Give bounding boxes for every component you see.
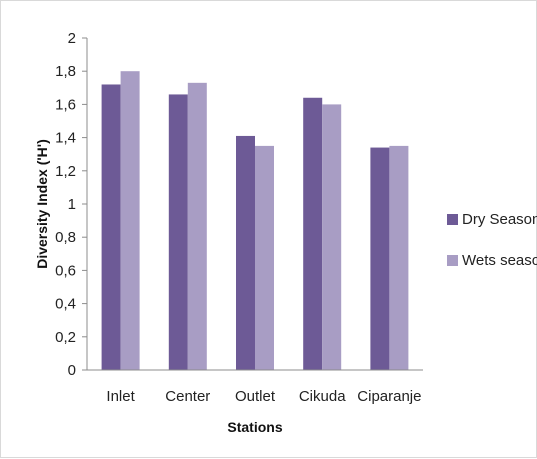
y-tick-label: 0,6 — [55, 262, 76, 279]
y-axis-title: Diversity Index ('H') — [34, 139, 50, 269]
x-tick-label: Outlet — [235, 388, 276, 405]
legend: Dry Season Wets season — [447, 211, 537, 269]
bar-wets-season — [255, 145, 274, 370]
x-axis-labels: Inlet Center Outlet Cikuda Ciparanje — [106, 388, 421, 405]
y-tick-label: 0,4 — [55, 296, 76, 313]
bar-wets-season — [187, 82, 207, 370]
y-tick-label: 1,4 — [55, 130, 76, 147]
bar-dry-season — [168, 94, 188, 370]
bar-dry-season — [236, 135, 255, 370]
bar-wets-season — [120, 71, 140, 370]
y-tick-label: 0 — [68, 362, 76, 379]
y-tick-label: 0,8 — [55, 229, 76, 246]
x-tick-label: Inlet — [106, 388, 135, 405]
y-tick-label: 1,2 — [55, 163, 76, 180]
x-tick-label: Ciparanje — [357, 388, 421, 405]
x-axis-title: Stations — [227, 419, 282, 435]
x-tick-label: Cikuda — [299, 388, 346, 405]
bar-wets-season — [322, 104, 342, 371]
x-tick-label: Center — [165, 388, 210, 405]
y-axis-ticks: 0 0,2 0,4 0,6 0,8 1 1,2 1,4 1,6 1,8 2 — [55, 30, 87, 379]
legend-swatch — [447, 214, 458, 225]
bar-wets-season — [389, 145, 409, 370]
y-tick-label: 1,8 — [55, 63, 76, 80]
bars — [101, 71, 409, 371]
bar-dry-season — [303, 97, 323, 370]
legend-label: Wets season — [462, 252, 537, 269]
y-tick-label: 2 — [68, 30, 76, 47]
y-tick-label: 1,6 — [55, 96, 76, 113]
bar-dry-season — [101, 84, 121, 370]
y-tick-label: 0,2 — [55, 329, 76, 346]
bar-dry-season — [370, 147, 390, 370]
y-tick-label: 1 — [68, 196, 76, 213]
legend-swatch — [447, 255, 458, 266]
legend-label: Dry Season — [462, 211, 537, 228]
